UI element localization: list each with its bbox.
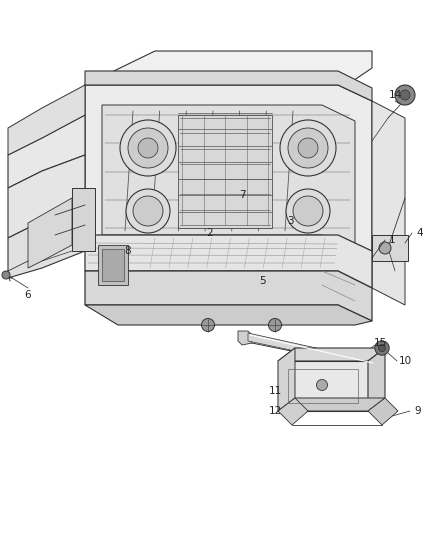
Text: 5: 5 xyxy=(259,276,265,286)
Circle shape xyxy=(128,128,168,168)
Polygon shape xyxy=(368,348,385,411)
Polygon shape xyxy=(85,271,372,321)
Polygon shape xyxy=(278,361,368,411)
Text: 8: 8 xyxy=(125,246,131,256)
Polygon shape xyxy=(278,398,308,425)
Polygon shape xyxy=(85,51,372,115)
Polygon shape xyxy=(98,245,128,285)
Circle shape xyxy=(268,319,282,332)
Text: 2: 2 xyxy=(207,228,213,238)
Polygon shape xyxy=(85,71,372,101)
Polygon shape xyxy=(8,85,85,155)
Circle shape xyxy=(379,242,391,254)
Text: 11: 11 xyxy=(268,386,282,396)
Polygon shape xyxy=(248,333,375,368)
Circle shape xyxy=(395,85,415,105)
Polygon shape xyxy=(85,85,372,268)
Text: 9: 9 xyxy=(415,406,421,416)
Polygon shape xyxy=(85,305,372,325)
Circle shape xyxy=(378,344,385,352)
Polygon shape xyxy=(238,331,252,345)
Polygon shape xyxy=(178,115,272,228)
Polygon shape xyxy=(8,155,85,238)
Polygon shape xyxy=(102,249,124,281)
Circle shape xyxy=(280,120,336,176)
Text: 3: 3 xyxy=(287,216,293,226)
Circle shape xyxy=(400,90,410,100)
Circle shape xyxy=(126,189,170,233)
Text: 10: 10 xyxy=(399,356,412,366)
Polygon shape xyxy=(278,348,385,361)
Circle shape xyxy=(298,138,318,158)
Circle shape xyxy=(138,138,158,158)
Circle shape xyxy=(201,319,215,332)
Polygon shape xyxy=(278,348,295,411)
Polygon shape xyxy=(102,105,355,251)
Polygon shape xyxy=(372,101,405,305)
Circle shape xyxy=(288,128,328,168)
Circle shape xyxy=(375,341,389,355)
Text: 15: 15 xyxy=(373,338,387,348)
Polygon shape xyxy=(72,188,95,251)
Text: 4: 4 xyxy=(417,228,423,238)
Text: 7: 7 xyxy=(239,190,245,200)
Text: 1: 1 xyxy=(389,235,396,245)
Polygon shape xyxy=(8,205,85,278)
Circle shape xyxy=(2,271,10,279)
Text: 12: 12 xyxy=(268,406,282,416)
Circle shape xyxy=(317,379,328,391)
Polygon shape xyxy=(8,115,85,188)
Text: 14: 14 xyxy=(389,90,402,100)
Polygon shape xyxy=(278,398,385,411)
Polygon shape xyxy=(368,398,398,425)
Circle shape xyxy=(286,189,330,233)
Polygon shape xyxy=(372,235,408,261)
Text: 6: 6 xyxy=(25,290,31,300)
Circle shape xyxy=(120,120,176,176)
Polygon shape xyxy=(85,235,372,288)
Polygon shape xyxy=(28,198,72,268)
Circle shape xyxy=(293,196,323,226)
Circle shape xyxy=(133,196,163,226)
